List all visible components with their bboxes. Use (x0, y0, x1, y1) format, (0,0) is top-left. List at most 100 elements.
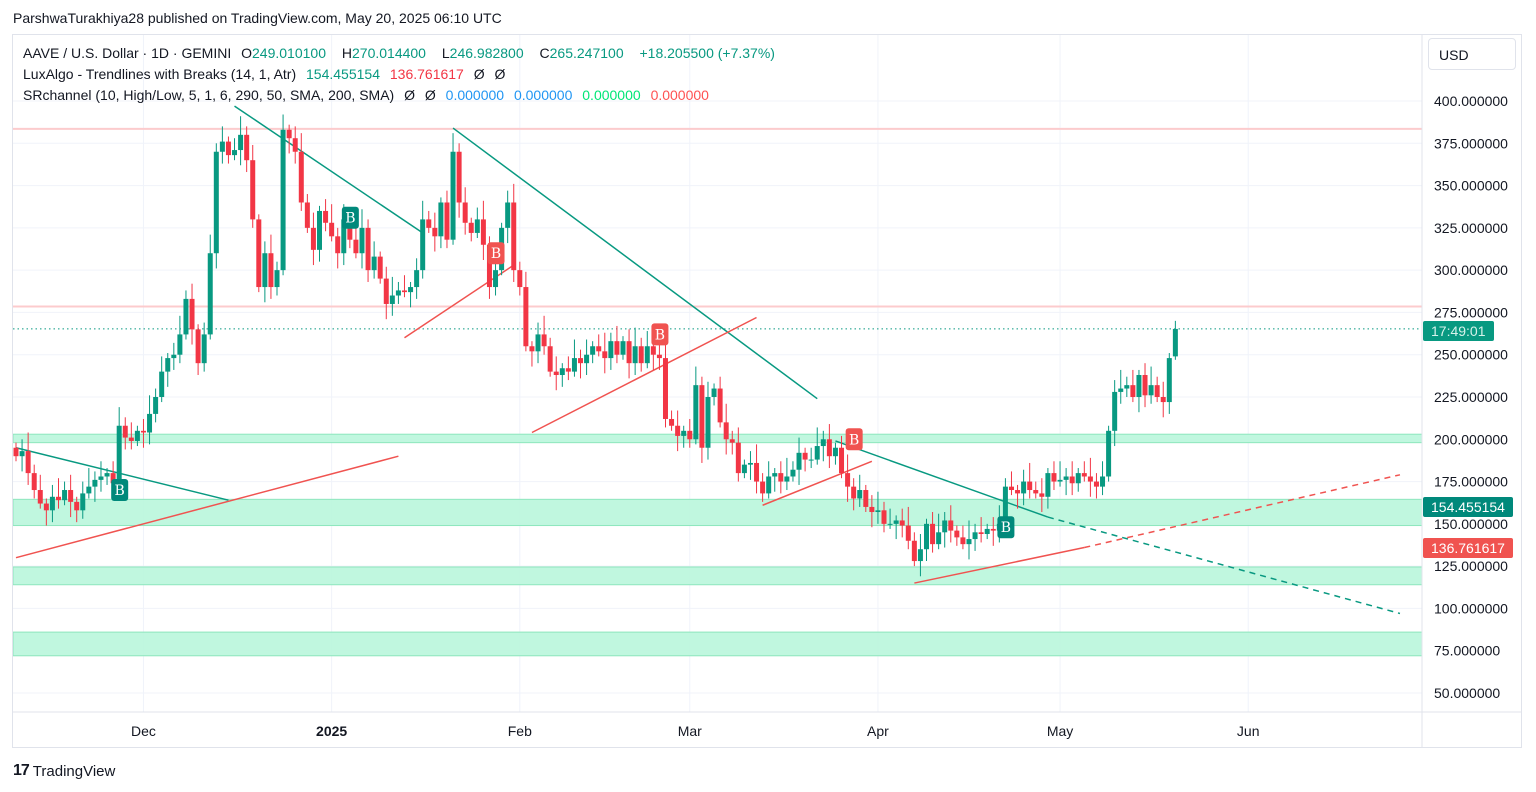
candle[interactable] (839, 435, 845, 479)
candle[interactable] (420, 200, 426, 279)
indicator-name[interactable]: SRchannel (10, High/Low, 5, 1, 6, 290, 5… (23, 87, 395, 103)
candle[interactable] (189, 283, 195, 345)
candle[interactable] (298, 133, 304, 211)
candle[interactable] (814, 427, 820, 465)
candle[interactable] (1081, 461, 1087, 482)
candle[interactable] (699, 376, 705, 463)
candle[interactable] (760, 473, 766, 502)
candle[interactable] (948, 505, 954, 543)
candle[interactable] (571, 339, 577, 377)
candle[interactable] (304, 194, 310, 233)
candle[interactable] (717, 376, 723, 428)
candle[interactable] (863, 484, 869, 513)
candle[interactable] (474, 207, 480, 239)
candle[interactable] (389, 276, 395, 316)
candle[interactable] (584, 339, 590, 376)
candle[interactable] (359, 209, 365, 269)
indicator-name[interactable]: LuxAlgo - Trendlines with Breaks (14, 1,… (23, 66, 297, 82)
indicator-legend-trendlines[interactable]: LuxAlgo - Trendlines with Breaks (14, 1,… (23, 66, 511, 82)
candle[interactable] (1021, 469, 1027, 506)
candle[interactable] (444, 190, 450, 249)
candle[interactable] (936, 513, 942, 550)
candle[interactable] (13, 442, 19, 462)
candle[interactable] (365, 219, 371, 282)
candle[interactable] (754, 444, 760, 494)
candle[interactable] (638, 337, 644, 372)
candle[interactable] (238, 116, 244, 166)
candle[interactable] (602, 332, 608, 374)
candle[interactable] (262, 241, 268, 303)
candle[interactable] (924, 518, 929, 562)
candle[interactable] (857, 474, 863, 507)
candle[interactable] (802, 447, 808, 472)
candle[interactable] (729, 430, 735, 455)
candle[interactable] (55, 478, 61, 509)
candle[interactable] (911, 532, 917, 567)
candle[interactable] (408, 281, 414, 308)
candle[interactable] (1154, 376, 1160, 403)
candle[interactable] (705, 381, 711, 460)
candle[interactable] (1051, 461, 1057, 491)
candle[interactable] (25, 432, 31, 485)
candle[interactable] (122, 417, 128, 450)
candle[interactable] (869, 495, 875, 528)
candle[interactable] (1148, 366, 1154, 404)
candle[interactable] (426, 210, 432, 233)
candle[interactable] (626, 329, 632, 379)
currency-button[interactable]: USD (1428, 38, 1516, 70)
candle[interactable] (317, 205, 322, 262)
candle[interactable] (377, 251, 383, 284)
candle[interactable] (1118, 369, 1124, 404)
candle[interactable] (207, 234, 213, 340)
candle[interactable] (790, 461, 796, 482)
candle[interactable] (414, 258, 420, 299)
candle[interactable] (128, 422, 134, 450)
candle[interactable] (1160, 381, 1166, 418)
candle[interactable] (92, 471, 98, 502)
candle[interactable] (1136, 369, 1142, 413)
candle[interactable] (213, 143, 219, 269)
plot-area[interactable]: B B B B B B (13, 35, 1422, 712)
candle[interactable] (353, 227, 359, 259)
candle[interactable] (893, 515, 899, 540)
candle[interactable] (559, 363, 565, 387)
candle[interactable] (960, 525, 966, 550)
candle[interactable] (772, 468, 778, 492)
candle[interactable] (62, 481, 68, 506)
candle[interactable] (232, 138, 238, 161)
candle[interactable] (723, 403, 729, 455)
candle[interactable] (881, 501, 887, 533)
candle[interactable] (225, 136, 231, 164)
candle[interactable] (954, 525, 960, 546)
candle[interactable] (590, 341, 596, 364)
candle[interactable] (826, 424, 832, 469)
candle[interactable] (1063, 468, 1069, 496)
candle[interactable] (832, 442, 838, 465)
candle[interactable] (37, 474, 43, 509)
candle[interactable] (1087, 457, 1093, 497)
candle[interactable] (268, 234, 274, 299)
candle[interactable] (1130, 369, 1136, 403)
candle[interactable] (68, 474, 74, 518)
candle[interactable] (596, 334, 602, 357)
candle[interactable] (274, 261, 280, 296)
candle[interactable] (219, 126, 225, 164)
candle[interactable] (1112, 380, 1118, 447)
candle[interactable] (796, 437, 802, 485)
candle[interactable] (1033, 481, 1039, 499)
candle[interactable] (608, 332, 614, 370)
candle[interactable] (1027, 462, 1033, 499)
candle[interactable] (766, 461, 772, 499)
candle[interactable] (675, 410, 681, 452)
candle[interactable] (511, 183, 517, 282)
candle[interactable] (523, 271, 529, 352)
candle[interactable] (280, 114, 286, 276)
candle[interactable] (990, 517, 996, 546)
candle[interactable] (1172, 320, 1178, 360)
candle[interactable] (462, 187, 468, 235)
candle[interactable] (286, 124, 292, 154)
candle[interactable] (553, 356, 559, 391)
candle[interactable] (310, 212, 316, 266)
candle[interactable] (905, 506, 911, 550)
